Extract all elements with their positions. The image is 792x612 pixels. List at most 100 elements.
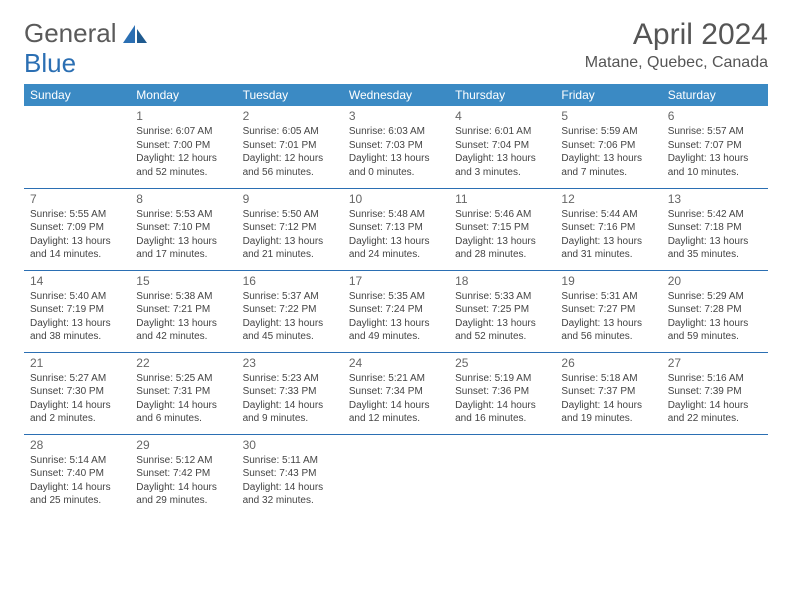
day-info: Sunrise: 5:44 AMSunset: 7:16 PMDaylight:… <box>561 208 655 262</box>
day-info: Sunrise: 6:05 AMSunset: 7:01 PMDaylight:… <box>243 125 337 179</box>
day-info: Sunrise: 5:40 AMSunset: 7:19 PMDaylight:… <box>30 290 124 344</box>
day-info: Sunrise: 5:11 AMSunset: 7:43 PMDaylight:… <box>243 454 337 508</box>
day-cell: 26 Sunrise: 5:18 AMSunset: 7:37 PMDayligh… <box>555 352 661 434</box>
day-number: 25 <box>455 356 549 370</box>
day-cell: 21Sunrise: 5:27 AMSunset: 7:30 PMDayligh… <box>24 352 130 434</box>
day-number: 9 <box>243 192 337 206</box>
day-info: Sunrise: 5:31 AMSunset: 7:27 PMDaylight:… <box>561 290 655 344</box>
day-number: 17 <box>349 274 443 288</box>
day-number: 20 <box>668 274 762 288</box>
location: Matane, Quebec, Canada <box>585 54 768 72</box>
logo-sail-icon <box>121 23 149 45</box>
day-cell <box>343 434 449 516</box>
day-cell: 5 Sunrise: 5:59 AMSunset: 7:06 PMDaylight… <box>555 106 661 188</box>
day-info: Sunrise: 5:23 AMSunset: 7:33 PMDaylight:… <box>243 372 337 426</box>
day-cell: 27 Sunrise: 5:16 AMSunset: 7:39 PMDayligh… <box>662 352 768 434</box>
day-info: Sunrise: 5:25 AMSunset: 7:31 PMDaylight:… <box>136 372 230 426</box>
day-info: Sunrise: 5:16 AMSunset: 7:39 PMDaylight:… <box>668 372 762 426</box>
logo: General <box>24 18 149 49</box>
day-cell: 28Sunrise: 5:14 AMSunset: 7:40 PMDayligh… <box>24 434 130 516</box>
day-cell: 20 Sunrise: 5:29 AMSunset: 7:28 PMDayligh… <box>662 270 768 352</box>
day-number: 19 <box>561 274 655 288</box>
day-info: Sunrise: 5:14 AMSunset: 7:40 PMDaylight:… <box>30 454 124 508</box>
week-row: 1 Sunrise: 6:07 AMSunset: 7:00 PMDaylight… <box>24 106 768 188</box>
week-row: 7 Sunrise: 5:55 AMSunset: 7:09 PMDaylight… <box>24 188 768 270</box>
day-header: Friday <box>555 84 661 106</box>
day-number: 27 <box>668 356 762 370</box>
day-number: 14 <box>30 274 124 288</box>
day-info: Sunrise: 5:59 AMSunset: 7:06 PMDaylight:… <box>561 125 655 179</box>
day-cell: 6 Sunrise: 5:57 AMSunset: 7:07 PMDaylight… <box>662 106 768 188</box>
day-info: Sunrise: 5:53 AMSunset: 7:10 PMDaylight:… <box>136 208 230 262</box>
day-cell: 13 Sunrise: 5:42 AMSunset: 7:18 PMDayligh… <box>662 188 768 270</box>
day-info: Sunrise: 6:03 AMSunset: 7:03 PMDaylight:… <box>349 125 443 179</box>
day-info: Sunrise: 6:07 AMSunset: 7:00 PMDaylight:… <box>136 125 230 179</box>
day-cell: 8 Sunrise: 5:53 AMSunset: 7:10 PMDaylight… <box>130 188 236 270</box>
week-row: 14 Sunrise: 5:40 AMSunset: 7:19 PMDayligh… <box>24 270 768 352</box>
day-number: 15 <box>136 274 230 288</box>
logo-text-2: Blue <box>24 48 76 79</box>
day-number: 26 <box>561 356 655 370</box>
day-number: 29 <box>136 438 230 452</box>
day-number: 13 <box>668 192 762 206</box>
day-number: 5 <box>561 109 655 123</box>
day-info: Sunrise: 5:35 AMSunset: 7:24 PMDaylight:… <box>349 290 443 344</box>
day-cell: 9 Sunrise: 5:50 AMSunset: 7:12 PMDaylight… <box>237 188 343 270</box>
day-cell: 16 Sunrise: 5:37 AMSunset: 7:22 PMDayligh… <box>237 270 343 352</box>
month-title: April 2024 <box>585 18 768 52</box>
day-cell: 25 Sunrise: 5:19 AMSunset: 7:36 PMDayligh… <box>449 352 555 434</box>
day-cell: 15 Sunrise: 5:38 AMSunset: 7:21 PMDayligh… <box>130 270 236 352</box>
day-number: 6 <box>668 109 762 123</box>
day-number: 8 <box>136 192 230 206</box>
day-number: 3 <box>349 109 443 123</box>
day-info: Sunrise: 5:46 AMSunset: 7:15 PMDaylight:… <box>455 208 549 262</box>
day-info: Sunrise: 5:55 AMSunset: 7:09 PMDaylight:… <box>30 208 124 262</box>
day-info: Sunrise: 6:01 AMSunset: 7:04 PMDaylight:… <box>455 125 549 179</box>
day-info: Sunrise: 5:18 AMSunset: 7:37 PMDaylight:… <box>561 372 655 426</box>
day-info: Sunrise: 5:50 AMSunset: 7:12 PMDaylight:… <box>243 208 337 262</box>
day-number: 18 <box>455 274 549 288</box>
day-number: 16 <box>243 274 337 288</box>
day-header-row: Sunday Monday Tuesday Wednesday Thursday… <box>24 84 768 106</box>
title-block: April 2024 Matane, Quebec, Canada <box>585 18 768 72</box>
header: General April 2024 Matane, Quebec, Canad… <box>24 18 768 72</box>
day-info: Sunrise: 5:27 AMSunset: 7:30 PMDaylight:… <box>30 372 124 426</box>
day-header: Sunday <box>24 84 130 106</box>
day-cell: 18 Sunrise: 5:33 AMSunset: 7:25 PMDayligh… <box>449 270 555 352</box>
week-row: 28Sunrise: 5:14 AMSunset: 7:40 PMDayligh… <box>24 434 768 516</box>
day-number: 23 <box>243 356 337 370</box>
day-cell <box>662 434 768 516</box>
day-cell <box>449 434 555 516</box>
day-cell: 11Sunrise: 5:46 AMSunset: 7:15 PMDayligh… <box>449 188 555 270</box>
day-cell: 30 Sunrise: 5:11 AMSunset: 7:43 PMDayligh… <box>237 434 343 516</box>
day-number: 4 <box>455 109 549 123</box>
day-cell: 4 Sunrise: 6:01 AMSunset: 7:04 PMDaylight… <box>449 106 555 188</box>
day-cell <box>555 434 661 516</box>
day-header: Monday <box>130 84 236 106</box>
day-info: Sunrise: 5:57 AMSunset: 7:07 PMDaylight:… <box>668 125 762 179</box>
day-info: Sunrise: 5:38 AMSunset: 7:21 PMDaylight:… <box>136 290 230 344</box>
day-info: Sunrise: 5:37 AMSunset: 7:22 PMDaylight:… <box>243 290 337 344</box>
day-number: 30 <box>243 438 337 452</box>
day-cell: 7 Sunrise: 5:55 AMSunset: 7:09 PMDaylight… <box>24 188 130 270</box>
calendar-table: Sunday Monday Tuesday Wednesday Thursday… <box>24 84 768 516</box>
day-info: Sunrise: 5:42 AMSunset: 7:18 PMDaylight:… <box>668 208 762 262</box>
day-header: Thursday <box>449 84 555 106</box>
day-number: 7 <box>30 192 124 206</box>
logo-text-1: General <box>24 18 117 49</box>
day-cell: 2 Sunrise: 6:05 AMSunset: 7:01 PMDaylight… <box>237 106 343 188</box>
day-info: Sunrise: 5:19 AMSunset: 7:36 PMDaylight:… <box>455 372 549 426</box>
day-cell: 29Sunrise: 5:12 AMSunset: 7:42 PMDayligh… <box>130 434 236 516</box>
day-cell <box>24 106 130 188</box>
day-number: 1 <box>136 109 230 123</box>
day-number: 22 <box>136 356 230 370</box>
day-header: Saturday <box>662 84 768 106</box>
day-info: Sunrise: 5:33 AMSunset: 7:25 PMDaylight:… <box>455 290 549 344</box>
day-number: 2 <box>243 109 337 123</box>
day-cell: 23 Sunrise: 5:23 AMSunset: 7:33 PMDayligh… <box>237 352 343 434</box>
day-header: Wednesday <box>343 84 449 106</box>
day-cell: 12Sunrise: 5:44 AMSunset: 7:16 PMDayligh… <box>555 188 661 270</box>
day-cell: 3 Sunrise: 6:03 AMSunset: 7:03 PMDaylight… <box>343 106 449 188</box>
day-info: Sunrise: 5:29 AMSunset: 7:28 PMDaylight:… <box>668 290 762 344</box>
week-row: 21Sunrise: 5:27 AMSunset: 7:30 PMDayligh… <box>24 352 768 434</box>
